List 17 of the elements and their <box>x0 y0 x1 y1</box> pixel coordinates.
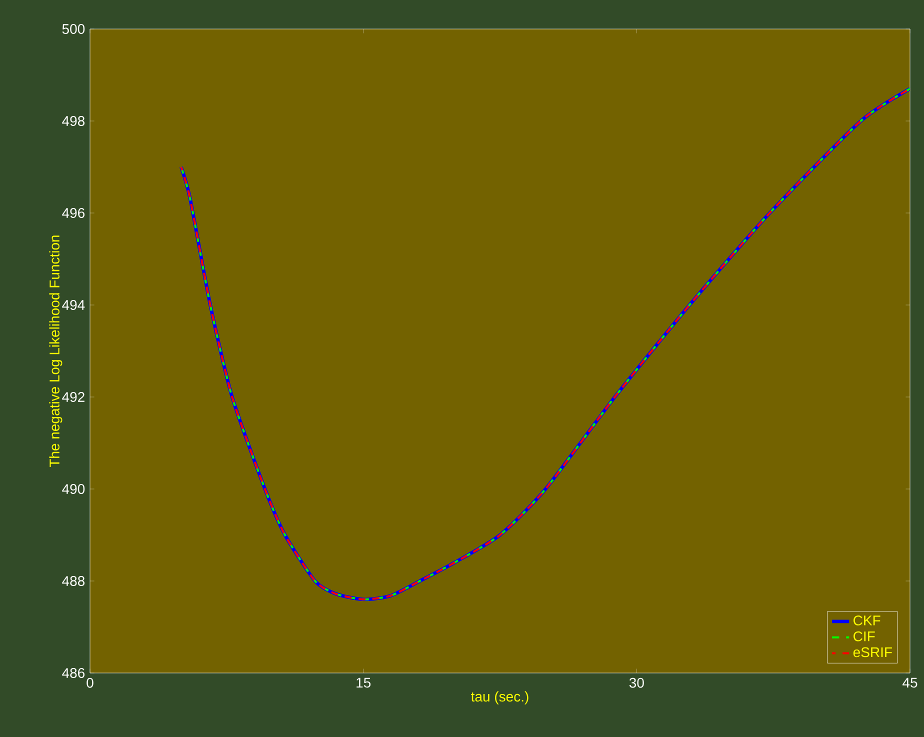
legend-label: CKF <box>854 616 880 626</box>
y-tick-label: 488 <box>62 576 85 586</box>
y-axis-title: The negative Log Likelihood Function <box>49 236 62 468</box>
x-tick-label: 15 <box>356 678 371 688</box>
y-tick-label: 500 <box>62 24 85 34</box>
y-tick-label: 492 <box>62 392 84 402</box>
y-tick-label: 490 <box>62 484 85 494</box>
x-axis-title: tau (sec.) <box>471 691 528 704</box>
y-tick-label: 494 <box>62 300 85 310</box>
y-tick-label: 498 <box>62 116 85 126</box>
y-tick-label: 486 <box>62 668 85 678</box>
x-tick-label: 30 <box>629 678 644 688</box>
y-tick-label: 496 <box>62 208 85 218</box>
x-tick-label: 45 <box>902 678 918 688</box>
legend-label: CIF <box>854 631 875 642</box>
x-tick-label: 0 <box>86 678 94 688</box>
legend-label: eSRIF <box>853 647 892 658</box>
